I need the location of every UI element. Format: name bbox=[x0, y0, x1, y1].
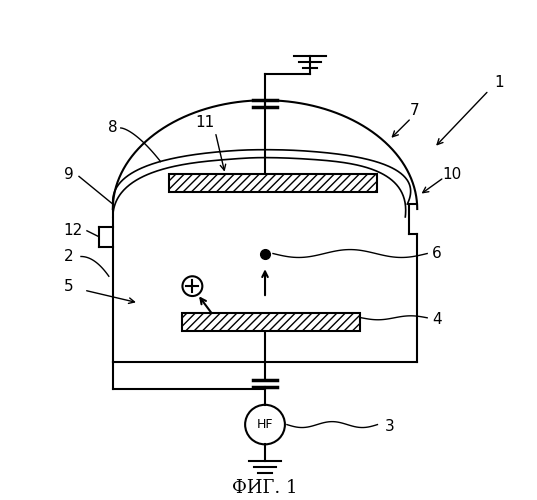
Bar bbox=[169, 174, 378, 192]
Text: 7: 7 bbox=[409, 102, 419, 118]
Text: 4: 4 bbox=[432, 312, 442, 328]
Bar bbox=[183, 313, 360, 330]
Text: 11: 11 bbox=[195, 114, 215, 130]
Text: 5: 5 bbox=[64, 278, 74, 293]
Bar bbox=[169, 174, 378, 192]
Text: HF: HF bbox=[257, 418, 273, 431]
Text: 9: 9 bbox=[64, 167, 74, 182]
Text: 6: 6 bbox=[432, 246, 442, 261]
Bar bbox=[183, 313, 360, 330]
Text: 3: 3 bbox=[384, 419, 394, 434]
Text: 12: 12 bbox=[63, 224, 83, 238]
Text: 2: 2 bbox=[64, 249, 74, 264]
Text: 8: 8 bbox=[108, 120, 118, 136]
Text: ФИГ. 1: ФИГ. 1 bbox=[233, 479, 298, 497]
Text: 10: 10 bbox=[442, 167, 462, 182]
Text: 1: 1 bbox=[494, 75, 504, 90]
